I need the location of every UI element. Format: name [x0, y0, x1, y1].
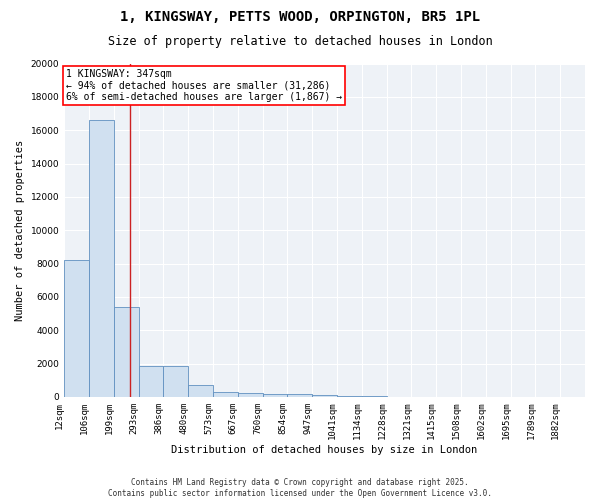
Y-axis label: Number of detached properties: Number of detached properties	[15, 140, 25, 321]
Bar	[362, 396, 386, 397]
Bar	[238, 393, 263, 397]
Text: Contains HM Land Registry data © Crown copyright and database right 2025.
Contai: Contains HM Land Registry data © Crown c…	[108, 478, 492, 498]
Bar	[287, 394, 312, 397]
Bar	[139, 366, 163, 397]
Text: 1 KINGSWAY: 347sqm
← 94% of detached houses are smaller (31,286)
6% of semi-deta: 1 KINGSWAY: 347sqm ← 94% of detached hou…	[66, 68, 342, 102]
Bar	[188, 386, 213, 397]
X-axis label: Distribution of detached houses by size in London: Distribution of detached houses by size …	[172, 445, 478, 455]
Bar	[312, 396, 337, 397]
Bar	[89, 120, 114, 397]
Bar	[263, 394, 287, 397]
Bar	[64, 260, 89, 397]
Text: Size of property relative to detached houses in London: Size of property relative to detached ho…	[107, 35, 493, 48]
Text: 1, KINGSWAY, PETTS WOOD, ORPINGTON, BR5 1PL: 1, KINGSWAY, PETTS WOOD, ORPINGTON, BR5 …	[120, 10, 480, 24]
Bar	[163, 366, 188, 397]
Bar	[337, 396, 362, 397]
Bar	[213, 392, 238, 397]
Bar	[114, 307, 139, 397]
